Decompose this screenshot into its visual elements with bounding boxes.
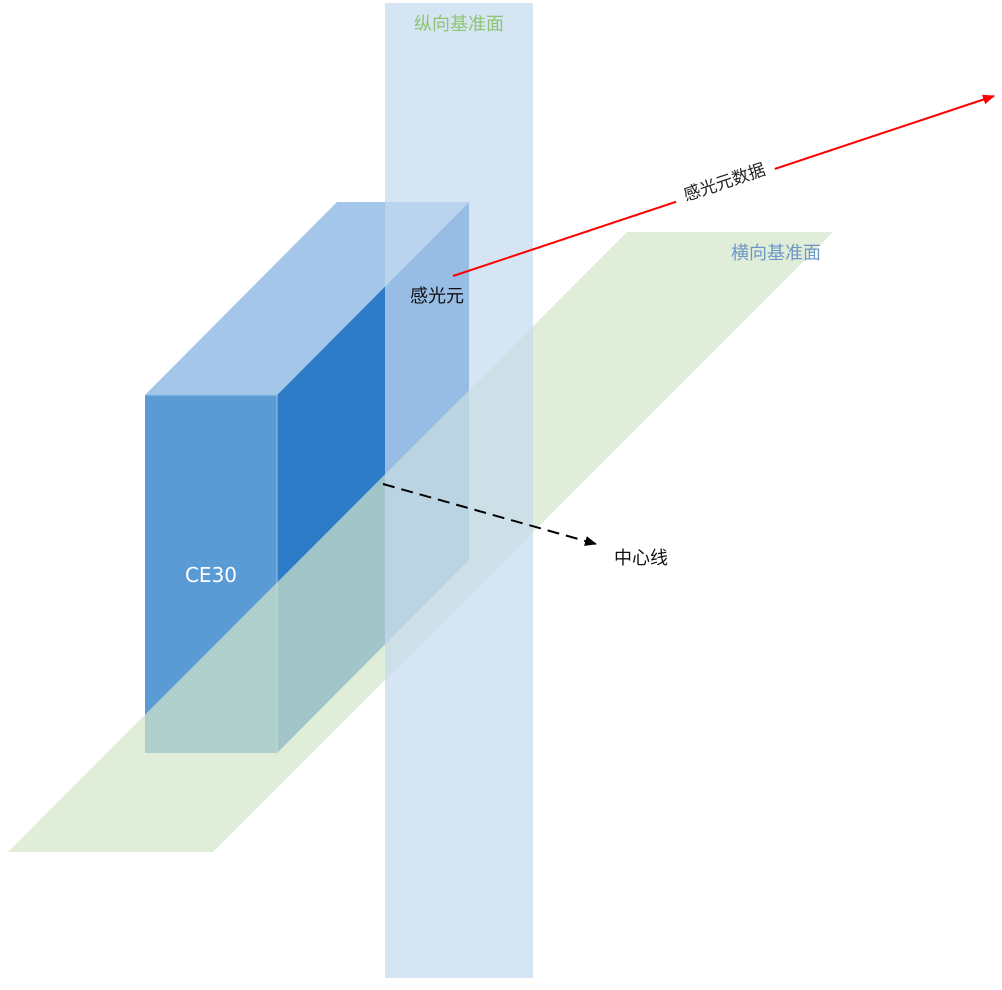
- center-line-label: 中心线: [614, 548, 668, 569]
- sensor-label: 感光元: [410, 286, 464, 307]
- horizontal-plane-label: 横向基准面: [731, 243, 821, 264]
- device-label: CE30: [185, 563, 237, 587]
- vertical-plane-label: 纵向基准面: [414, 14, 504, 35]
- sensor-data-label: 感光元数据: [681, 160, 768, 206]
- sensor-data-label-bg: [670, 152, 778, 210]
